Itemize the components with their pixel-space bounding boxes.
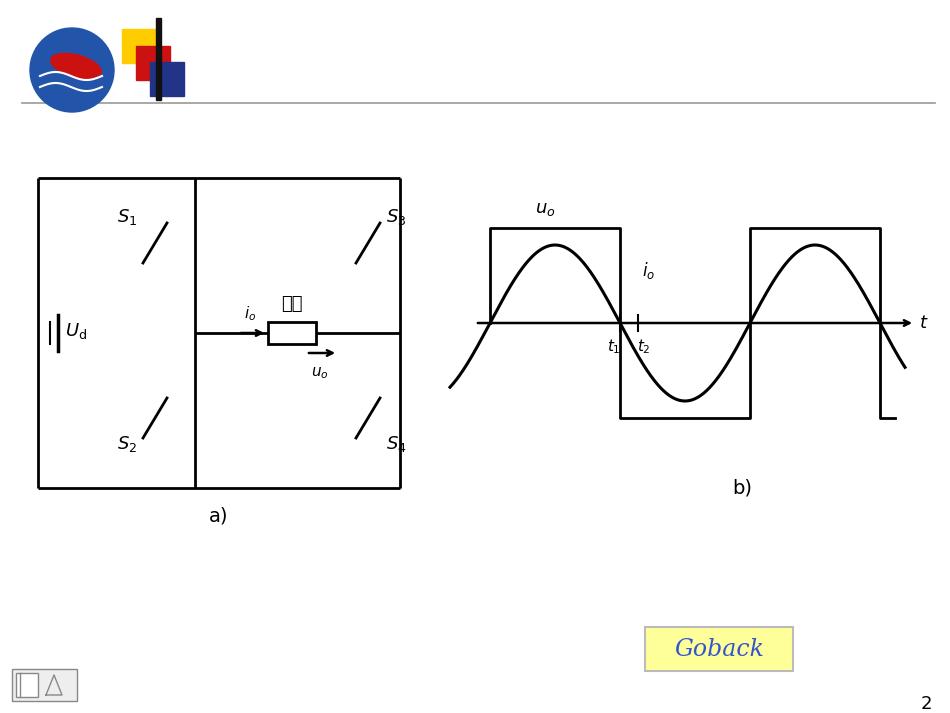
Text: 2: 2 bbox=[921, 695, 932, 713]
Text: $u_o$: $u_o$ bbox=[535, 200, 555, 218]
Text: $t_1$: $t_1$ bbox=[607, 337, 621, 356]
Text: $S_3$: $S_3$ bbox=[386, 207, 407, 227]
Text: $u_o$: $u_o$ bbox=[312, 365, 329, 381]
Text: b): b) bbox=[732, 478, 752, 497]
Bar bbox=[122, 29, 156, 63]
Bar bbox=[12, 669, 77, 701]
Bar bbox=[156, 18, 161, 100]
Text: $t$: $t$ bbox=[919, 314, 928, 332]
Bar bbox=[150, 62, 184, 96]
Text: $S_4$: $S_4$ bbox=[386, 434, 407, 454]
Text: $U_{\rm d}$: $U_{\rm d}$ bbox=[65, 321, 87, 341]
Text: 负载: 负载 bbox=[281, 295, 303, 313]
Bar bbox=[16, 673, 38, 697]
Text: $i_o$: $i_o$ bbox=[642, 260, 656, 281]
Circle shape bbox=[30, 28, 114, 112]
Text: a): a) bbox=[209, 506, 229, 525]
Ellipse shape bbox=[50, 53, 102, 78]
Text: Goback: Goback bbox=[674, 637, 764, 660]
Text: $t_2$: $t_2$ bbox=[637, 337, 651, 356]
Bar bbox=[136, 46, 170, 80]
Text: $S_1$: $S_1$ bbox=[117, 207, 137, 227]
Text: $i_o$: $i_o$ bbox=[244, 304, 256, 323]
Text: $S_2$: $S_2$ bbox=[117, 434, 137, 454]
Bar bbox=[645, 627, 793, 671]
Bar bbox=[268, 322, 316, 344]
